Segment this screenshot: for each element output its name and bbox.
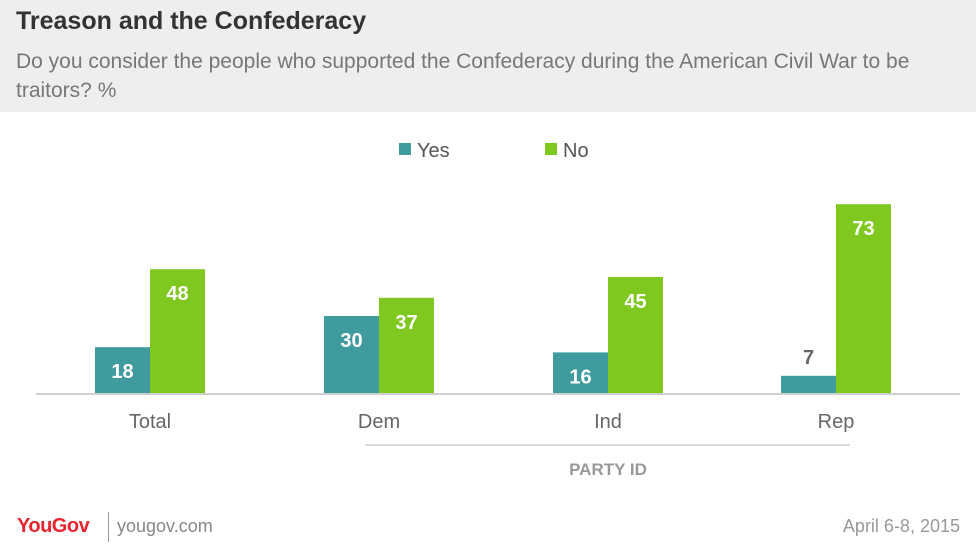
data-label-yes-rep: 7 <box>803 347 814 369</box>
bar-no-total <box>150 269 205 394</box>
bar-chart: Yes No 18 48 Total 30 37 Dem 16 45 Ind 7 73 Rep PARTY … <box>36 140 960 479</box>
data-label-no-rep: 73 <box>852 218 874 240</box>
group-label-party-id: PARTY ID <box>569 460 647 479</box>
data-label-no-dem: 37 <box>395 312 417 334</box>
x-tick-label-ind: Ind <box>594 411 622 433</box>
bar-yes-dem <box>324 316 379 394</box>
bar-no-ind <box>608 277 663 394</box>
header: Treason and the Confederacy Do you consi… <box>0 0 976 112</box>
chart-title: Treason and the Confederacy <box>16 7 367 35</box>
x-tick-label-rep: Rep <box>818 411 855 433</box>
legend-swatch-yes <box>399 143 411 155</box>
legend-label-yes: Yes <box>417 140 450 162</box>
bar-no-rep <box>836 204 891 394</box>
x-tick-label-dem: Dem <box>358 411 400 433</box>
data-label-no-ind: 45 <box>624 291 646 313</box>
data-label-yes-dem: 30 <box>340 330 362 352</box>
footer-url: yougov.com <box>117 516 213 536</box>
data-label-yes-total: 18 <box>111 361 133 383</box>
bar-yes-rep <box>781 375 836 394</box>
chart-subtitle: Do you consider the people who supported… <box>16 50 910 102</box>
bar-yes-total <box>95 347 150 394</box>
legend-label-no: No <box>563 140 589 162</box>
bar-no-dem <box>379 297 434 394</box>
x-tick-label-total: Total <box>129 411 171 433</box>
data-label-yes-ind: 16 <box>569 366 591 388</box>
bar-yes-ind <box>553 352 608 394</box>
data-label-no-total: 48 <box>166 283 188 305</box>
legend-swatch-no <box>545 143 557 155</box>
survey-date: April 6-8, 2015 <box>842 516 960 536</box>
yougov-logo: YouGov <box>17 515 90 537</box>
footer-divider <box>108 512 109 542</box>
